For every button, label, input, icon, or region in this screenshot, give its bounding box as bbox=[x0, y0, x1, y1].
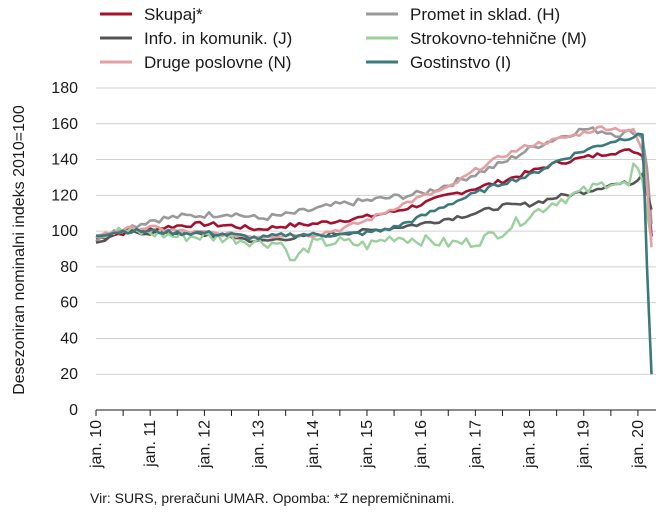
x-tick-label: jan. 18 bbox=[522, 420, 539, 469]
legend: Skupaj* Promet in sklad. (H) Info. in komu… bbox=[100, 5, 587, 72]
series-line bbox=[95, 148, 653, 240]
y-tick-label: 60 bbox=[60, 295, 78, 312]
series-lines bbox=[95, 125, 653, 375]
y-tick-label: 20 bbox=[60, 366, 78, 383]
x-axis: jan. 10 jan. 11 jan. 12 jan. 13 jan. 14 jan. … bbox=[88, 409, 656, 469]
y-axis-label: Desezoniran nominalni indeks 2010=100 bbox=[11, 105, 28, 395]
x-tick-label: jan. 16 bbox=[413, 420, 430, 469]
y-tick-label: 180 bbox=[51, 80, 78, 97]
x-tick-label: jan. 19 bbox=[576, 420, 593, 469]
series-line bbox=[95, 162, 653, 262]
x-tick-label: jan. 15 bbox=[359, 420, 376, 469]
x-tick-label: jan. 13 bbox=[251, 420, 268, 469]
y-tick-label: 100 bbox=[51, 223, 78, 240]
y-tick-label: 0 bbox=[69, 402, 78, 419]
legend-label: Gostinstvo (I) bbox=[410, 53, 511, 72]
y-tick-label: 140 bbox=[51, 152, 78, 169]
series-line bbox=[95, 125, 653, 248]
y-tick-label: 80 bbox=[60, 259, 78, 276]
x-tick-label: jan. 10 bbox=[88, 420, 105, 469]
y-tick-label: 160 bbox=[51, 116, 78, 133]
legend-label: Strokovno-tehnične (M) bbox=[410, 29, 587, 48]
x-tick-label: jan. 12 bbox=[196, 420, 213, 469]
legend-label: Druge poslovne (N) bbox=[144, 53, 291, 72]
legend-label: Promet in sklad. (H) bbox=[410, 5, 560, 24]
y-axis: 0 20 40 60 80 100 120 140 160 180 bbox=[51, 80, 78, 419]
series-line bbox=[95, 132, 653, 375]
y-tick-label: 40 bbox=[60, 330, 78, 347]
y-tick-label: 120 bbox=[51, 187, 78, 204]
source-note: Vir: SURS, preračuni UMAR. Opomba: *Z ne… bbox=[90, 490, 455, 506]
legend-label: Info. in komunik. (J) bbox=[144, 29, 292, 48]
x-tick-label: jan. 11 bbox=[142, 420, 159, 468]
x-tick-label: jan. 20 bbox=[630, 420, 647, 469]
x-tick-label: jan. 17 bbox=[467, 420, 484, 469]
x-tick-label: jan. 14 bbox=[305, 420, 322, 469]
series-line bbox=[95, 126, 653, 243]
legend-label: Skupaj* bbox=[144, 5, 203, 24]
